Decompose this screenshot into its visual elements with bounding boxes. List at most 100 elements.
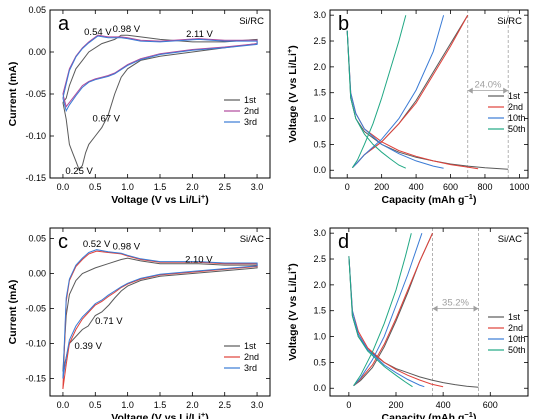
series-line — [352, 14, 469, 169]
series-line — [62, 34, 258, 171]
pct-arrow-head-right — [503, 87, 509, 94]
series-line — [62, 35, 258, 113]
y-tick-label: -0.15 — [25, 173, 46, 183]
panel-b-charge-discharge-si-rc: 24.0% 0 200 400 600 800 1000 0.0 0.5 1.0 1.5 2.0 2.5… — [285, 9, 529, 206]
y-tick-label: 3.0 — [313, 228, 326, 238]
y-axis-label: Current (mA) — [7, 62, 19, 127]
y-tick-label: -0.05 — [25, 304, 46, 314]
sample-label: Si/RC — [239, 16, 264, 27]
x-tick-label: 800 — [477, 182, 492, 192]
peak-annotation: 0.39 V — [74, 341, 102, 352]
y-tick-label: 1.0 — [313, 114, 326, 124]
x-tick-label: 600 — [483, 400, 498, 410]
y-tick-label: 0.5 — [313, 357, 326, 367]
panel-letter: a — [58, 13, 70, 35]
pct-arrow-head-left — [467, 87, 473, 94]
y-tick-label: 2.0 — [313, 280, 326, 290]
axes-frame — [329, 9, 529, 179]
legend-entry: 10th — [508, 113, 526, 123]
series-line — [353, 232, 433, 387]
y-tick-label: -0.10 — [25, 131, 46, 141]
series-line — [346, 30, 407, 169]
y-tick-label: -0.15 — [25, 374, 46, 384]
series-line — [352, 15, 445, 169]
x-tick-label: 1.0 — [121, 182, 134, 192]
y-tick-label: 2.0 — [313, 62, 326, 72]
legend-entry: 2nd — [244, 352, 259, 362]
series-line — [346, 30, 479, 170]
y-tick-label: 0.00 — [28, 269, 46, 279]
peak-annotation: 0.54 V — [84, 27, 112, 38]
legend-entry: 50th — [508, 124, 526, 134]
y-tick-label: -0.05 — [25, 89, 46, 99]
sample-label: Si/AC — [498, 234, 522, 245]
series-line — [62, 34, 258, 108]
x-axis-label: Voltage (V vs Li/Li+) — [111, 410, 209, 419]
y-tick-label: 2.5 — [313, 36, 326, 46]
y-tick-label: 3.0 — [313, 10, 326, 20]
peak-annotation: 0.67 V — [93, 114, 121, 125]
legend-entry: 1st — [244, 95, 257, 105]
y-tick-label: 0.0 — [313, 383, 326, 393]
y-tick-label: 1.5 — [313, 88, 326, 98]
series-line — [353, 233, 412, 386]
x-tick-label: 600 — [443, 182, 458, 192]
series-line — [348, 256, 413, 388]
axes-frame — [49, 227, 271, 397]
legend-entry: 1st — [508, 91, 521, 101]
x-tick-label: 0 — [345, 182, 350, 192]
legend-entry: 2nd — [508, 102, 523, 112]
x-axis-label: Voltage (V vs Li/Li+) — [111, 192, 209, 206]
legend-entry: 1st — [244, 341, 257, 351]
peak-annotation: 0.98 V — [113, 242, 141, 253]
x-tick-label: 0 — [346, 400, 351, 410]
peak-annotation: 0.25 V — [65, 166, 93, 177]
y-tick-label: 0.05 — [28, 234, 46, 244]
x-tick-label: 200 — [374, 182, 389, 192]
legend-entry: 2nd — [244, 106, 259, 116]
panel-letter: d — [338, 231, 349, 253]
peak-annotation: 0.71 V — [95, 316, 123, 327]
legend-entry: 10th — [508, 334, 526, 344]
x-tick-label: 200 — [388, 400, 403, 410]
series-line — [352, 14, 469, 169]
x-tick-label: 1.5 — [154, 182, 167, 192]
sample-label: Si/AC — [240, 234, 264, 245]
y-axis-label: Current (mA) — [7, 280, 19, 345]
y-tick-label: 0.05 — [28, 5, 46, 15]
x-tick-label: 1000 — [509, 182, 529, 192]
y-axis-label: Voltage (V vs Li/Li+) — [285, 45, 299, 143]
x-tick-label: 400 — [409, 182, 424, 192]
x-tick-label: 1.5 — [154, 400, 167, 410]
x-tick-label: 2.5 — [218, 182, 231, 192]
y-tick-label: 0.00 — [28, 47, 46, 57]
pct-label: 35.2% — [442, 298, 469, 309]
legend-entry: 2nd — [508, 323, 523, 333]
pct-arrow-head-left — [432, 305, 438, 312]
pct-arrow-head-right — [473, 305, 479, 312]
panel-letter: b — [338, 13, 349, 35]
sample-label: Si/RC — [497, 16, 522, 27]
x-tick-label: 400 — [436, 400, 451, 410]
x-tick-label: 2.5 — [218, 400, 231, 410]
peak-annotation: 0.52 V — [83, 239, 111, 250]
x-tick-label: 0.0 — [57, 182, 70, 192]
y-tick-label: 2.5 — [313, 254, 326, 264]
series-line — [62, 249, 258, 379]
peak-annotation: 2.11 V — [186, 29, 213, 40]
y-tick-label: 0.0 — [313, 165, 326, 175]
legend-entry: 50th — [508, 345, 526, 355]
legend-entry: 3rd — [244, 363, 257, 373]
peak-annotation: 0.98 V — [113, 24, 141, 35]
y-tick-label: 0.5 — [313, 139, 326, 149]
x-tick-label: 2.0 — [186, 182, 199, 192]
x-tick-label: 2.0 — [186, 400, 199, 410]
x-axis-label: Capacity (mAh g−1) — [382, 410, 477, 419]
series-line — [346, 30, 444, 169]
x-tick-label: 0.5 — [89, 400, 102, 410]
series-line — [353, 233, 423, 387]
series-line — [62, 250, 258, 390]
x-tick-label: 3.0 — [251, 182, 264, 192]
legend-entry: 3rd — [244, 117, 257, 127]
